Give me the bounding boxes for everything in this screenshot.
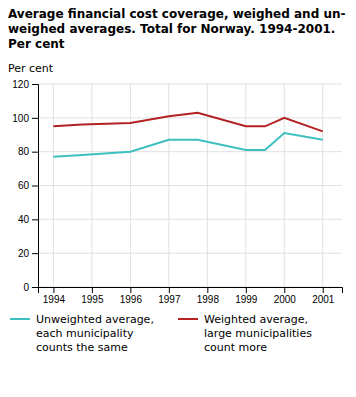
x-tick-mark (284, 287, 285, 293)
x-axis-line (39, 288, 343, 294)
grid-line-y (38, 84, 342, 85)
legend-label: Weighted average,large municipalitiescou… (204, 313, 312, 354)
chart: Average financial cost coverage, weighed… (0, 0, 356, 397)
title-line: Per cent (8, 37, 65, 51)
y-tick-mark (32, 253, 38, 254)
plot-area (53, 113, 322, 157)
x-tick-mark (246, 287, 247, 293)
x-tick-label: 1998 (197, 294, 220, 305)
legend-label-line: count more (204, 341, 267, 354)
x-tick-mark (92, 287, 93, 293)
y-axis: 0 20 40 60 80 100 120 (12, 79, 38, 293)
legend-swatch (178, 318, 198, 320)
x-tick: 2001 (312, 287, 335, 305)
x-tick-label: 1997 (158, 294, 181, 305)
title-line: Average financial cost coverage, weighed… (8, 7, 346, 21)
grid-line-y (38, 219, 342, 220)
x-tick: 1999 (235, 287, 258, 305)
legend-item: Weighted average,large municipalitiescou… (178, 313, 312, 354)
grid-line-y (38, 151, 342, 152)
y-tick-label: 40 (18, 214, 30, 225)
y-tick-mark (32, 118, 38, 119)
y-tick: 40 (18, 214, 38, 225)
title: Average financial cost coverage, weighed… (8, 7, 346, 51)
x-axis: 1994 1995 1996 1997 1998 1999 2000 2001 (39, 287, 343, 305)
x-tick: 1997 (158, 287, 181, 305)
grid-line-y (38, 185, 342, 186)
y-tick: 0 (23, 282, 38, 293)
y-tick-label: 120 (12, 79, 29, 90)
y-tick-mark (32, 219, 38, 220)
x-tick-label: 1995 (81, 294, 104, 305)
x-tick: 1994 (43, 287, 66, 305)
y-tick-mark (32, 152, 38, 153)
title-line: weighed averages. Total for Norway. 1994… (8, 22, 335, 36)
legend: Unweighted average,each municipalitycoun… (10, 313, 312, 354)
grid (38, 84, 342, 287)
y-tick-label: 0 (23, 282, 29, 293)
legend-label-line: Weighted average, (204, 313, 308, 326)
grid-line-x (91, 84, 92, 287)
legend-label-line: each municipality (36, 327, 134, 340)
grid-line-y (38, 253, 342, 254)
y-tick: 120 (12, 79, 38, 90)
x-tick-label: 2001 (312, 294, 335, 305)
x-tick-mark (323, 287, 324, 293)
legend-label-line: counts the same (36, 341, 128, 354)
legend-swatch (10, 318, 30, 320)
x-tick: 1995 (81, 287, 104, 305)
x-tick-label: 1996 (120, 294, 143, 305)
x-tick: 1996 (120, 287, 143, 305)
legend-item: Unweighted average,each municipalitycoun… (10, 313, 154, 354)
y-tick: 80 (18, 146, 38, 157)
y-tick-mark (32, 84, 38, 85)
y-axis-title: Per cent (8, 62, 54, 75)
legend-label-line: large municipalities (204, 327, 312, 340)
y-tick-label: 20 (18, 248, 30, 259)
x-tick-label: 2000 (274, 294, 297, 305)
legend-label-line: Unweighted average, (36, 313, 154, 326)
y-tick-mark (32, 186, 38, 187)
x-tick: 1998 (197, 287, 220, 305)
grid-line-x (245, 84, 246, 287)
x-tick-label: 1999 (235, 294, 258, 305)
y-tick-mark (32, 287, 38, 288)
x-tick: 2000 (274, 287, 297, 305)
grid-line-x (168, 84, 169, 287)
grid-line-x (53, 84, 54, 287)
y-tick: 100 (12, 113, 38, 124)
y-axis-line (32, 85, 39, 288)
grid-line-y (38, 117, 342, 118)
x-tick-mark (130, 287, 131, 293)
y-tick-label: 80 (18, 146, 30, 157)
y-tick: 60 (18, 180, 38, 191)
grid-line-x (284, 84, 285, 287)
grid-line-x (130, 84, 131, 287)
series-line (53, 113, 322, 132)
x-tick-mark (207, 287, 208, 293)
y-tick-label: 100 (12, 113, 29, 124)
grid-line-x (322, 84, 323, 287)
x-tick-mark (53, 287, 54, 293)
y-tick-label: 60 (18, 180, 30, 191)
legend-label: Unweighted average,each municipalitycoun… (36, 313, 154, 354)
x-tick-label: 1994 (43, 294, 66, 305)
x-tick-mark (169, 287, 170, 293)
y-tick: 20 (18, 248, 38, 259)
series-line (53, 133, 322, 157)
